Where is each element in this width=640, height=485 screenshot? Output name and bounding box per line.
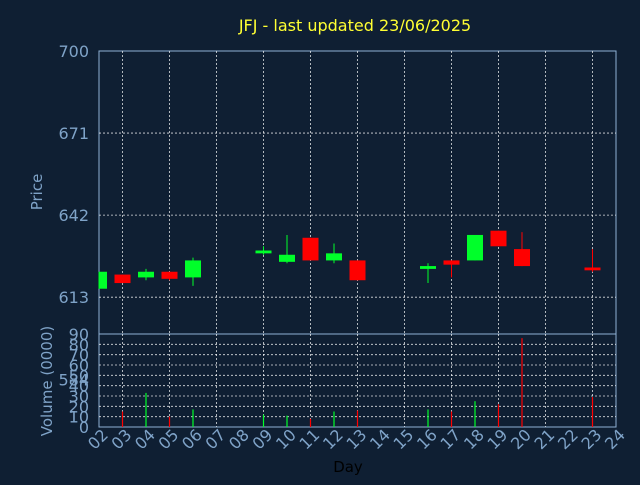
candle-19 — [490, 230, 507, 247]
volume-tick-label: 40 — [69, 377, 89, 396]
candle-body — [114, 274, 131, 284]
price-tick-label: 642 — [58, 206, 89, 225]
candle-body — [185, 260, 201, 278]
candle-body — [255, 250, 272, 254]
candle-11 — [302, 237, 319, 261]
candle-02 — [98, 271, 107, 289]
candle-body — [490, 230, 507, 247]
volume-tick-label: 0 — [79, 418, 89, 437]
volume-tick-label: 80 — [69, 335, 89, 354]
price-axis-label: Price — [28, 174, 46, 211]
candle-23 — [584, 249, 601, 272]
candlestick-series — [98, 230, 601, 289]
candle-17 — [443, 260, 460, 278]
volume-axis-label: Volume (0000) — [38, 326, 56, 436]
candle-05 — [161, 271, 178, 281]
candle-body — [138, 271, 154, 278]
candle-10 — [279, 234, 295, 264]
candle-12 — [326, 243, 342, 264]
volume-tick-label: 70 — [69, 346, 89, 365]
candle-09 — [255, 246, 272, 255]
price-tick-label: 584 — [58, 370, 89, 389]
candle-body — [302, 237, 319, 261]
day-tick-label: 24 — [601, 425, 629, 453]
grid-layer — [99, 51, 616, 427]
candle-body — [420, 266, 436, 269]
candle-13 — [349, 260, 366, 281]
volume-tick-label: 60 — [69, 356, 89, 375]
volume-tick-label: 10 — [69, 408, 89, 427]
volume-tick-label: 20 — [69, 397, 89, 416]
candle-body — [279, 254, 295, 262]
price-tick-label: 613 — [58, 288, 89, 307]
candle-20 — [514, 232, 530, 267]
candle-body — [584, 267, 601, 271]
volume-series — [121, 338, 594, 427]
candle-body — [326, 253, 342, 261]
candle-06 — [185, 257, 201, 286]
day-tick-labels: 0203040506070809101112131415161718192021… — [84, 425, 629, 453]
candle-body — [99, 271, 107, 289]
chart-title: JFJ - last updated 23/06/2025 — [238, 16, 471, 35]
candle-body — [161, 271, 178, 279]
candle-16 — [420, 263, 436, 284]
candle-03 — [114, 274, 131, 284]
volume-tick-label: 30 — [69, 387, 89, 406]
candle-body — [349, 260, 366, 281]
candle-04 — [138, 268, 154, 281]
volume-tick-label: 90 — [69, 325, 89, 344]
price-tick-label: 700 — [58, 42, 89, 61]
price-tick-label: 671 — [58, 124, 89, 143]
candle-body — [514, 249, 530, 267]
candle-body — [467, 234, 483, 261]
candle-18 — [467, 234, 483, 261]
candle-body — [443, 260, 460, 265]
day-axis-label: Day — [333, 458, 363, 476]
volume-tick-label: 50 — [69, 366, 89, 385]
price-tick-labels: 613 584 642 671 700 — [58, 42, 89, 389]
